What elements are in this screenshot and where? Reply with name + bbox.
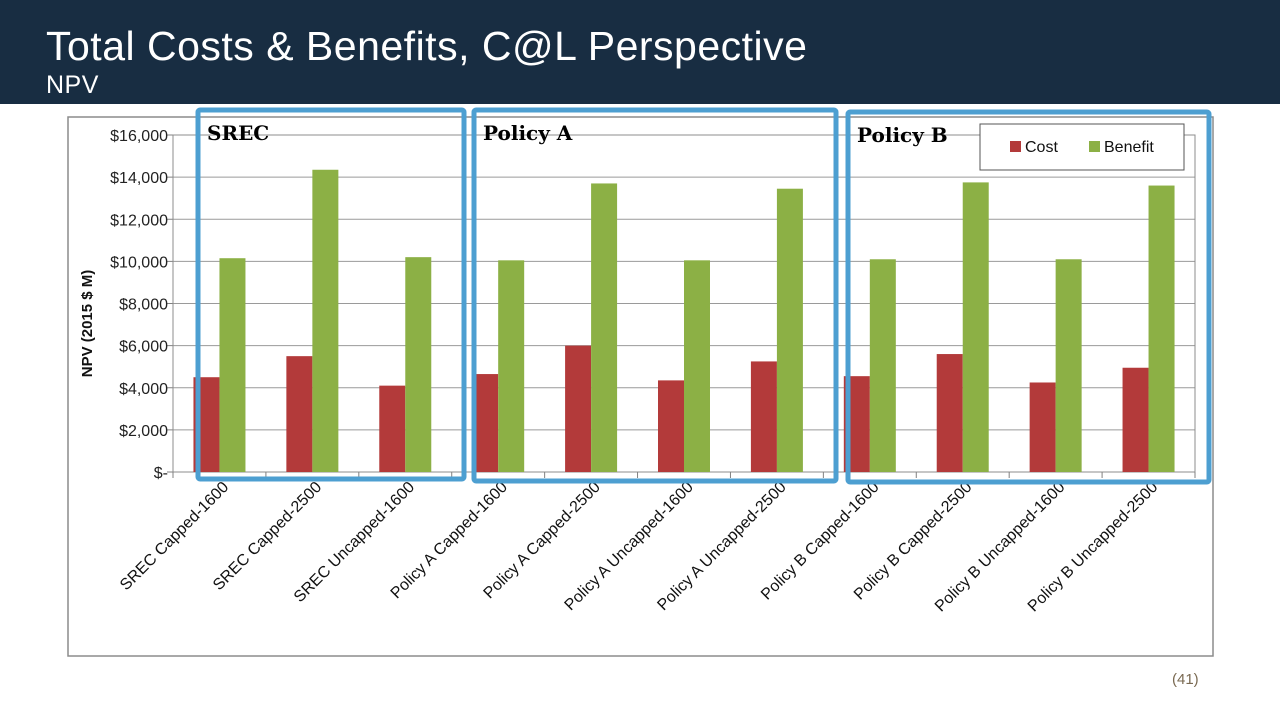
chart-frame	[67, 116, 1214, 657]
y-tick-label: $4,000	[119, 381, 168, 398]
page-number: (41)	[1172, 671, 1199, 688]
bar-benefit-8	[869, 259, 896, 472]
bar-cost-9	[936, 354, 963, 472]
legend-label-cost: Cost	[1025, 139, 1058, 156]
legend-swatch-benefit	[1089, 141, 1100, 152]
bar-benefit-1	[219, 258, 246, 472]
y-tick-label: $16,000	[110, 128, 168, 145]
bar-cost-6	[658, 380, 684, 472]
legend-label-benefit: Benefit	[1104, 139, 1154, 156]
group-label: Policy A	[483, 121, 573, 145]
group-box-2	[471, 107, 839, 484]
group-box-1	[195, 107, 467, 482]
bar-benefit-2	[312, 169, 339, 473]
bar-benefit-10	[1055, 259, 1082, 472]
y-tick-label: $-	[154, 465, 168, 482]
bar-benefit-11	[1148, 185, 1175, 473]
bar-cost-7	[750, 361, 777, 472]
y-axis-label: NPV (2015 $ M)	[79, 270, 96, 378]
y-tick-label: $2,000	[119, 423, 168, 440]
y-tick-label: $10,000	[110, 254, 168, 271]
bar-benefit-7	[776, 188, 803, 472]
bar-cost-3	[379, 385, 406, 472]
bar-cost-2	[286, 356, 313, 472]
y-tick-label: $14,000	[110, 170, 168, 187]
group-label: Policy B	[857, 123, 948, 147]
y-tick-label: $6,000	[119, 339, 168, 356]
group-label: SREC	[207, 121, 269, 145]
y-tick-label: $12,000	[110, 212, 168, 229]
bar-benefit-9	[962, 182, 989, 472]
bar-cost-10	[1029, 382, 1056, 472]
bar-cost-5	[565, 345, 592, 472]
slide-title: Total Costs & Benefits, C@L Perspective	[46, 23, 808, 69]
group-box-3	[845, 109, 1212, 485]
legend-swatch-cost	[1010, 141, 1021, 152]
bar-cost-4	[472, 374, 499, 472]
y-tick-label: $8,000	[119, 297, 168, 314]
bar-benefit-3	[405, 257, 432, 472]
bar-cost-11	[1122, 367, 1149, 472]
slide-subtitle: NPV	[46, 71, 99, 99]
slide-header: Total Costs & Benefits, C@L Perspective …	[0, 0, 1280, 104]
bar-benefit-6	[684, 260, 710, 472]
bar-benefit-5	[591, 183, 618, 472]
bar-benefit-4	[498, 260, 525, 472]
